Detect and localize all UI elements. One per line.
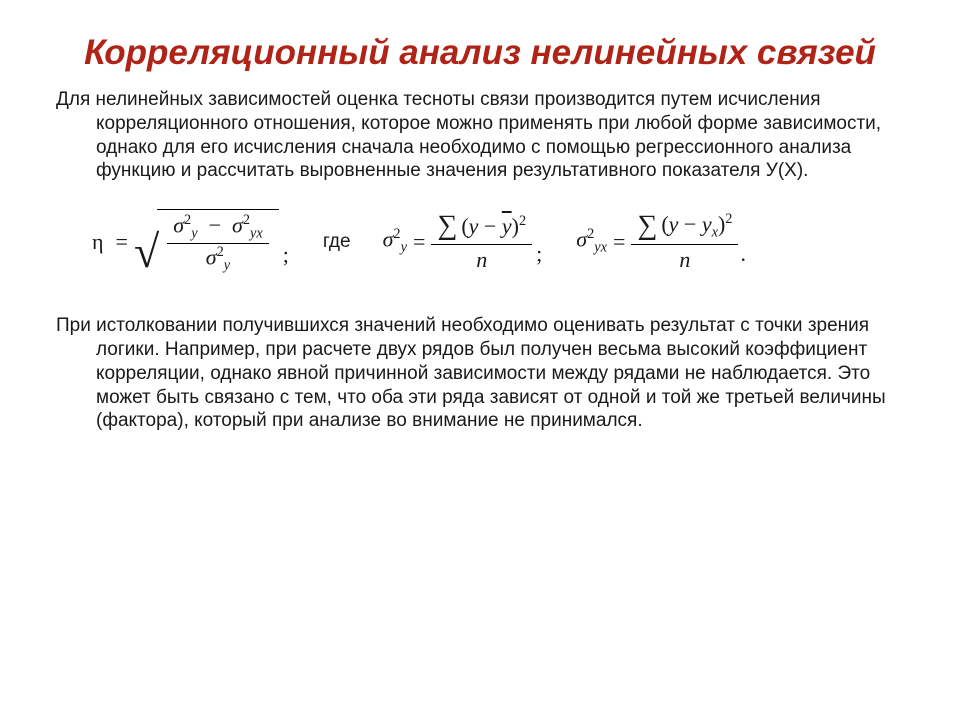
sigma-y-num: ∑ (y − y)2: [431, 210, 532, 245]
sigma2-y-lhs: σ2y: [383, 226, 407, 257]
sqrt-body: σ2y − σ2yx σ2y: [157, 209, 279, 274]
eq-sigma-y: σ2y = ∑ (y − y)2 n ;: [383, 210, 545, 273]
period: .: [740, 241, 746, 273]
eta-symbol: η: [92, 229, 104, 255]
equals-sign-3: =: [613, 229, 625, 255]
sum-icon: ∑: [437, 210, 457, 242]
where-label: где: [323, 231, 351, 253]
slide: Корреляционный анализ нелинейных связей …: [0, 0, 960, 720]
slide-title: Корреляционный анализ нелинейных связей: [56, 32, 904, 74]
sigma-yx-num: ∑ (y − yx)2: [631, 210, 738, 245]
eta-frac-num: σ2y − σ2yx: [167, 212, 269, 244]
formula-row: η = √ σ2y − σ2yx σ2y: [56, 209, 904, 274]
semicolon: ;: [283, 242, 289, 274]
sigma2-yx-lhs: σ2yx: [576, 226, 607, 257]
eq-eta: η = √ σ2y − σ2yx σ2y: [86, 209, 291, 274]
equals-sign-2: =: [413, 229, 425, 255]
semicolon-2: ;: [536, 241, 542, 273]
sum-icon-2: ∑: [637, 210, 657, 242]
sigma-y-fraction: ∑ (y − y)2 n: [431, 210, 532, 273]
sigma-y-den: n: [476, 245, 487, 273]
equals-sign: =: [116, 229, 128, 255]
sqrt: √ σ2y − σ2yx σ2y: [134, 209, 279, 274]
eq-sigma-yx: σ2yx = ∑ (y − yx)2 n .: [576, 210, 746, 273]
sigma-yx-fraction: ∑ (y − yx)2 n: [631, 210, 738, 273]
eta-fraction: σ2y − σ2yx σ2y: [167, 212, 269, 274]
sigma-yx-den: n: [679, 245, 690, 273]
paragraph-intro: Для нелинейных зависимостей оценка тесно…: [56, 88, 904, 183]
paragraph-interpretation: При истолковании получившихся значений н…: [56, 314, 904, 433]
eta-frac-den: σ2y: [200, 244, 236, 275]
radical-icon: √: [134, 231, 159, 272]
